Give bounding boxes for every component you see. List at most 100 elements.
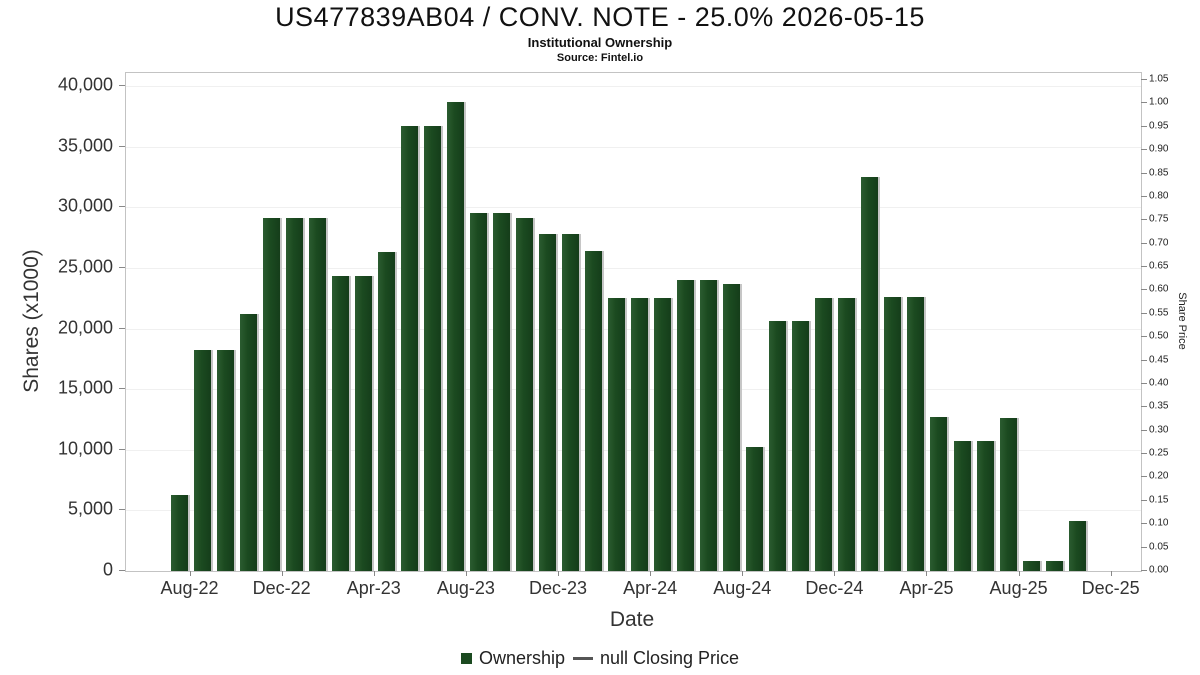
y-tick-label-right: 0.15 — [1149, 494, 1169, 506]
y-tick-label-right: 0.25 — [1149, 447, 1169, 459]
legend-square-icon — [460, 653, 472, 664]
ownership-bar[interactable] — [469, 213, 487, 571]
x-tick-label: Dec-23 — [528, 578, 587, 598]
y-tick-mark-right — [1141, 359, 1147, 361]
x-tick-label: Aug-23 — [436, 578, 495, 598]
y-tick-mark-right — [1141, 266, 1147, 268]
ownership-bar[interactable] — [654, 298, 672, 571]
y-tick-mark-right — [1141, 453, 1147, 455]
chart-title: US477839AB04 / CONV. NOTE - 25.0% 2026-0… — [275, 2, 925, 32]
ownership-bar[interactable] — [953, 441, 971, 571]
gridline — [126, 86, 1141, 87]
ownership-bar[interactable] — [585, 250, 603, 571]
ownership-bar[interactable] — [354, 276, 372, 571]
x-tick-mark — [465, 571, 467, 576]
gridline — [126, 146, 1141, 148]
ownership-bar[interactable] — [1022, 561, 1040, 571]
x-tick-label: Aug-25 — [989, 578, 1048, 598]
y-tick-label-right: 0.05 — [1149, 541, 1169, 553]
ownership-bar[interactable] — [515, 218, 533, 571]
y-tick-label-left: 35,000 — [57, 135, 113, 156]
x-tick-label: Apr-23 — [346, 578, 401, 598]
y-tick-label-left: 10,000 — [57, 438, 113, 459]
x-tick-mark — [189, 571, 191, 576]
ownership-bar[interactable] — [170, 494, 188, 571]
ownership-bar[interactable] — [884, 296, 902, 571]
ownership-bar[interactable] — [216, 350, 234, 571]
y-tick-mark-right — [1141, 219, 1147, 221]
y-tick-mark-right — [1141, 429, 1147, 431]
x-tick-label: Dec-25 — [1081, 578, 1140, 598]
y-tick-mark-right — [1141, 149, 1147, 151]
y-axis-label-right: Share Price — [1176, 292, 1188, 350]
y-tick-label-right: 0.85 — [1149, 167, 1169, 179]
chart-source: Source: Fintel.io — [556, 52, 644, 64]
y-tick-label-right: 1.00 — [1149, 96, 1169, 108]
ownership-bar[interactable] — [746, 447, 764, 571]
ownership-bar[interactable] — [976, 441, 994, 571]
y-tick-mark-right — [1141, 195, 1147, 197]
x-tick-label: Apr-24 — [623, 578, 678, 598]
x-tick-mark — [373, 571, 375, 576]
y-tick-label-left: 5,000 — [67, 498, 113, 519]
ownership-bar[interactable] — [608, 298, 626, 571]
y-tick-mark-right — [1141, 172, 1147, 174]
ownership-bar[interactable] — [631, 298, 649, 571]
x-tick-mark — [1110, 571, 1112, 576]
legend-item-closing-price[interactable]: null Closing Price — [572, 648, 740, 669]
y-tick-mark-right — [1141, 382, 1147, 384]
ownership-bar[interactable] — [538, 233, 556, 571]
y-tick-mark-right — [1141, 289, 1147, 291]
y-tick-mark-right — [1141, 546, 1147, 548]
y-tick-label-right: 0.65 — [1149, 260, 1169, 272]
x-tick-mark — [834, 571, 836, 576]
ownership-bar[interactable] — [700, 280, 718, 571]
y-tick-mark-right — [1141, 476, 1147, 478]
ownership-bar[interactable] — [400, 126, 418, 571]
legend-item-ownership[interactable]: Ownership — [460, 648, 565, 669]
ownership-bar[interactable] — [930, 417, 948, 571]
ownership-bar[interactable] — [285, 218, 303, 571]
ownership-bar[interactable] — [193, 350, 211, 571]
ownership-bar[interactable] — [1045, 561, 1063, 571]
y-tick-label-right: 0.55 — [1149, 307, 1169, 319]
ownership-bar[interactable] — [815, 298, 833, 571]
ownership-bar[interactable] — [723, 283, 741, 571]
ownership-bar[interactable] — [446, 101, 464, 571]
ownership-bar[interactable] — [331, 276, 349, 571]
y-tick-label-right: 0.95 — [1149, 120, 1169, 132]
y-tick-mark-right — [1141, 312, 1147, 314]
ownership-bar[interactable] — [838, 298, 856, 571]
ownership-bar[interactable] — [999, 418, 1017, 571]
x-tick-label: Apr-25 — [899, 578, 954, 598]
ownership-bar[interactable] — [792, 321, 810, 571]
y-tick-label-right: 0.60 — [1149, 283, 1169, 295]
y-tick-label-right: 0.80 — [1149, 190, 1169, 202]
y-tick-mark-left — [119, 266, 125, 268]
ownership-bar[interactable] — [562, 233, 579, 571]
legend-label: null Closing Price — [599, 648, 740, 668]
y-tick-mark-right — [1141, 242, 1147, 244]
gridline — [126, 207, 1141, 209]
y-tick-label-left: 15,000 — [57, 377, 113, 398]
gridline — [126, 267, 1141, 269]
ownership-bar[interactable] — [1068, 521, 1086, 571]
x-tick-mark — [557, 571, 559, 576]
y-tick-mark-right — [1141, 125, 1147, 127]
ownership-bar[interactable] — [907, 296, 925, 571]
ownership-bar[interactable] — [769, 321, 787, 571]
ownership-bar[interactable] — [377, 252, 395, 571]
legend: Ownership null Closing Price — [0, 648, 1200, 669]
x-tick-mark — [1018, 571, 1020, 576]
ownership-bar[interactable] — [677, 280, 695, 571]
y-tick-label-left: 25,000 — [57, 256, 113, 277]
ownership-bar[interactable] — [861, 176, 879, 571]
ownership-bar[interactable] — [492, 213, 510, 571]
ownership-bar[interactable] — [262, 218, 280, 571]
ownership-bar[interactable] — [423, 126, 441, 571]
y-tick-mark-right — [1141, 523, 1147, 525]
ownership-bar[interactable] — [308, 218, 326, 571]
y-tick-label-right: 0.10 — [1149, 517, 1169, 529]
ownership-bar[interactable] — [239, 313, 257, 571]
